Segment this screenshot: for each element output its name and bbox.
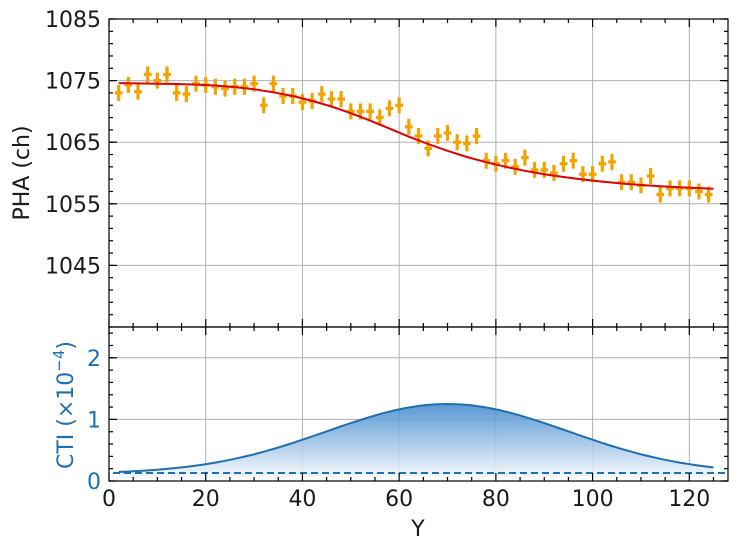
top-panel-frame (108, 18, 729, 328)
pha-data-point (134, 83, 142, 100)
pha-data-point (395, 97, 404, 114)
pha-data-point (404, 118, 413, 135)
bottom-y-tick-label: 0 (87, 470, 101, 495)
pha-data-point (124, 76, 133, 93)
panel-frames (108, 18, 729, 482)
top-y-tick-label: 1075 (45, 70, 101, 95)
top-y-tick-label: 1085 (45, 8, 101, 33)
cti-area (113, 402, 728, 481)
x-tick-label: 20 (192, 487, 220, 512)
pha-data-point (240, 78, 249, 95)
pha-data-point (182, 86, 191, 103)
x-tick-label: 0 (102, 487, 116, 512)
pha-data-point (530, 161, 539, 178)
pha-data-point (598, 155, 607, 172)
pha-data-point (375, 109, 384, 126)
pha-data-point (666, 180, 674, 197)
pha-data-point (163, 66, 171, 83)
pha-data-point (540, 161, 549, 178)
pha-data-point (511, 158, 520, 175)
pha-data-point (317, 86, 326, 103)
bottom-panel-frame (108, 326, 729, 482)
cti-label-main: CTI (×10 (54, 372, 79, 469)
pha-data-point (559, 155, 568, 172)
pha-data-point (472, 128, 481, 145)
top-y-tick-label: 1055 (45, 193, 101, 218)
x-tick-label: 100 (572, 487, 614, 512)
pha-data-point (453, 134, 462, 151)
top-panel-grid (109, 18, 728, 327)
pha-data-point (153, 72, 162, 89)
pha-data-point (675, 180, 684, 197)
cti-curve (118, 402, 714, 473)
pha-data-point (608, 153, 616, 170)
cti-area-fill (118, 404, 714, 481)
pha-data-point (211, 78, 220, 95)
top-y-tick-label: 1065 (45, 131, 101, 156)
pha-data-point (366, 103, 375, 120)
pha-data-point (443, 124, 452, 141)
pha-data-point (627, 174, 636, 191)
x-tick-label: 120 (668, 487, 710, 512)
pha-data-point (269, 75, 278, 92)
x-tick-label: 60 (385, 487, 413, 512)
bottom-y-axis-label: CTI (×10−4) (50, 341, 79, 469)
pha-data-point (327, 91, 336, 108)
bottom-y-tick-label: 1 (87, 408, 101, 433)
pha-data-point (279, 87, 287, 105)
pha-data-points (114, 66, 713, 203)
pha-data-point (433, 128, 442, 145)
pha-data-point (298, 94, 307, 111)
pha-data-point (521, 149, 529, 166)
pha-data-point (646, 168, 655, 185)
pha-data-point (337, 91, 345, 108)
pha-data-point (617, 174, 626, 191)
pha-data-point (695, 183, 703, 200)
x-axis-label: Y (410, 517, 425, 542)
x-tick-label: 80 (482, 487, 510, 512)
pha-data-point (385, 100, 394, 117)
pha-data-point (569, 152, 578, 169)
top-y-axis-label: PHA (ch) (10, 125, 35, 220)
pha-data-point (143, 66, 152, 83)
pha-data-point (462, 135, 471, 152)
cti-label-close: ) (54, 341, 79, 350)
pha-data-point (259, 97, 268, 114)
top-y-tick-label: 1045 (45, 254, 101, 279)
bottom-y-tick-label: 2 (87, 347, 101, 372)
pha-data-point (221, 80, 229, 97)
pha-data-point (172, 84, 181, 101)
pha-fit-curve (118, 82, 714, 190)
pha-data-point (114, 84, 123, 101)
cti-label-exponent: −4 (50, 350, 68, 372)
pha-data-point (656, 186, 665, 203)
x-tick-label: 40 (288, 487, 316, 512)
axis-ticks (108, 18, 728, 482)
pha-data-point (550, 164, 558, 182)
pha-fit-line (118, 82, 714, 190)
